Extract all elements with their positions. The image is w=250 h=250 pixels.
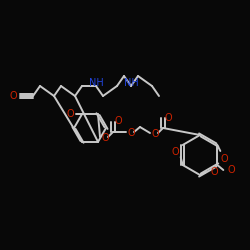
Text: O: O: [114, 116, 122, 126]
Text: O: O: [151, 129, 159, 139]
Text: O: O: [9, 91, 17, 101]
Text: O: O: [220, 154, 228, 164]
Text: O: O: [228, 165, 235, 175]
Text: O: O: [164, 113, 172, 123]
Text: NH: NH: [88, 78, 104, 88]
Text: O: O: [172, 147, 179, 157]
Text: NH: NH: [124, 78, 138, 88]
Text: O: O: [66, 109, 74, 119]
Text: O: O: [210, 167, 218, 177]
Text: O: O: [101, 133, 109, 143]
Text: O: O: [127, 128, 135, 138]
